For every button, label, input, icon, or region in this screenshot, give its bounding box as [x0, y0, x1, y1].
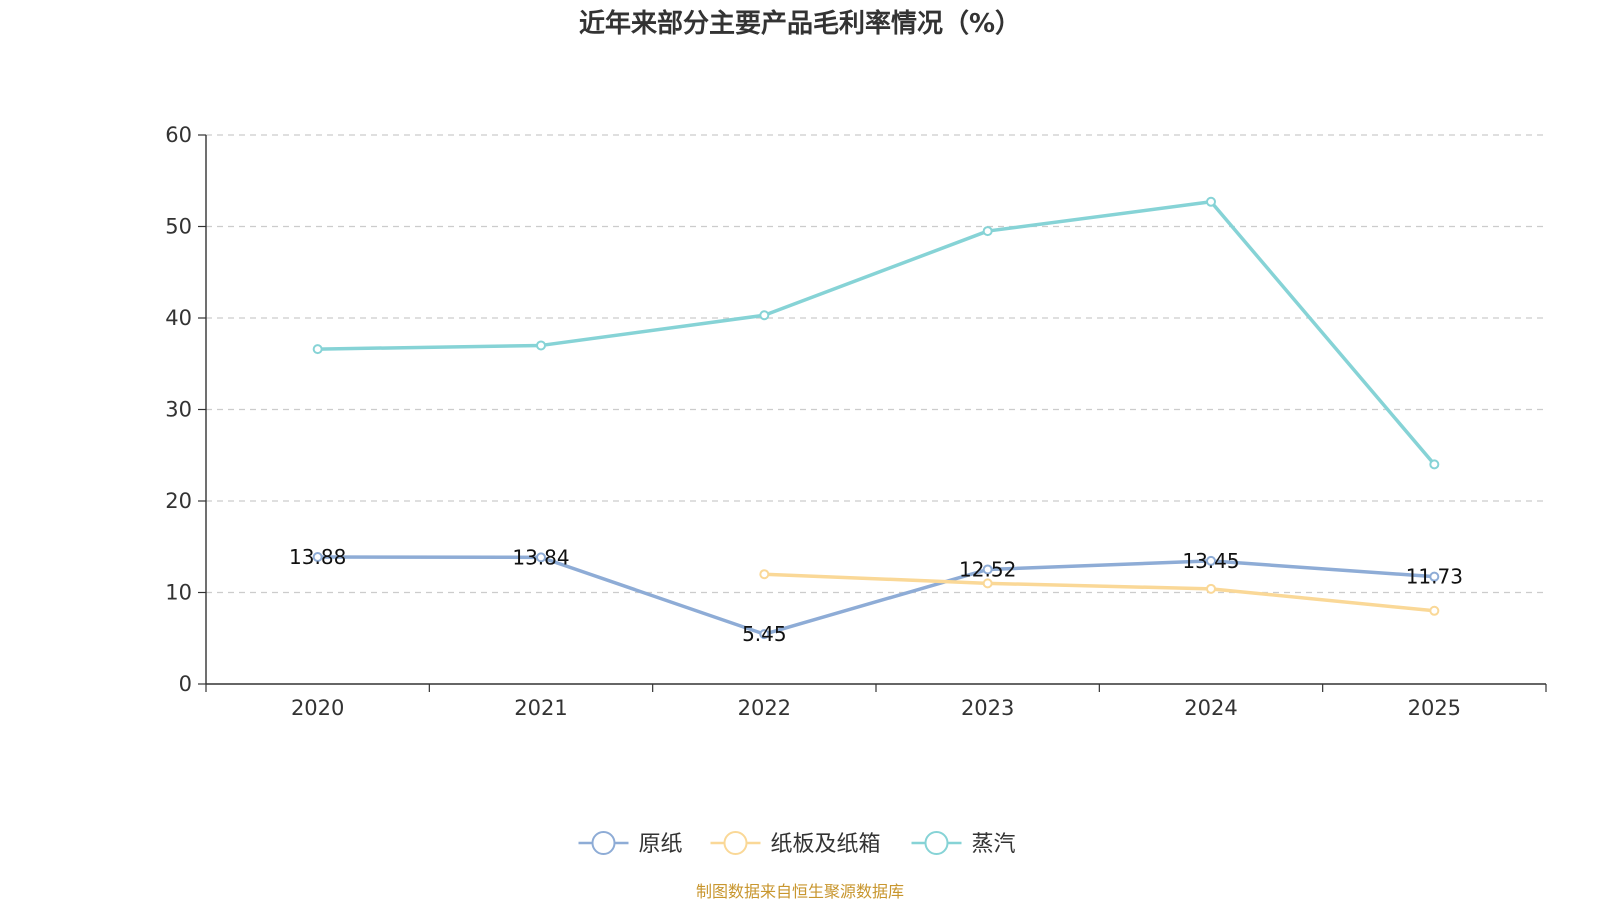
data-label: 12.52: [959, 557, 1016, 581]
x-tick-label: 2025: [1408, 696, 1461, 720]
data-point[interactable]: [982, 564, 993, 575]
data-label: 13.84: [512, 545, 569, 569]
data-point[interactable]: [982, 578, 993, 589]
x-tick-label: 2023: [961, 696, 1014, 720]
data-label: 5.45: [742, 622, 787, 646]
data-point[interactable]: [1429, 605, 1440, 616]
data-labels: 13.88 13.84 5.45 12.52 13.45 11.73: [289, 545, 1463, 646]
series-group: [312, 196, 1440, 640]
legend-label: 纸板及纸箱: [771, 832, 881, 857]
legend-item[interactable]: 蒸汽: [911, 831, 1016, 857]
legend-marker: [924, 831, 949, 855]
series-line: [764, 572, 1435, 613]
data-point[interactable]: [1206, 555, 1216, 566]
data-point[interactable]: [536, 340, 546, 351]
chart-title: 近年来部分主要产品毛利率情况（%）: [579, 8, 1021, 39]
y-tick-label: 0: [179, 672, 192, 696]
data-point[interactable]: [312, 551, 323, 562]
data-label: 11.73: [1406, 565, 1463, 589]
axes: 0 10 20 30 40 50 60 2020 2021 2022 2023 2024 2025: [165, 123, 1547, 720]
legend-marker: [723, 831, 748, 855]
grid-lines: [206, 134, 1546, 594]
y-tick-label: 60: [165, 123, 192, 147]
series-2: [312, 196, 1440, 470]
data-point[interactable]: [759, 569, 770, 580]
y-tick-label: 40: [165, 306, 192, 330]
y-tick-label: 50: [165, 215, 192, 239]
x-tick-label: 2021: [514, 696, 567, 720]
legend-item[interactable]: 原纸: [578, 831, 683, 857]
data-point[interactable]: [312, 344, 323, 355]
x-tick-label: 2024: [1184, 696, 1237, 720]
data-label: 13.88: [289, 545, 346, 569]
data-point[interactable]: [982, 226, 993, 237]
data-point[interactable]: [1206, 196, 1216, 207]
data-point[interactable]: [536, 552, 546, 563]
data-point[interactable]: [1206, 583, 1216, 594]
data-point[interactable]: [759, 629, 770, 640]
x-tick-label: 2020: [291, 696, 344, 720]
y-tick-label: 30: [165, 398, 192, 422]
series-line: [317, 555, 1435, 636]
series-1: [759, 569, 1440, 616]
legend-label: 原纸: [639, 832, 683, 857]
data-label: 13.45: [1182, 549, 1239, 573]
y-tick-label: 20: [165, 489, 192, 513]
legend-label: 蒸汽: [972, 832, 1016, 857]
data-point[interactable]: [759, 310, 770, 321]
legend-item[interactable]: 纸板及纸箱: [710, 831, 881, 857]
x-tick-label: 2022: [738, 696, 791, 720]
series-line: [317, 200, 1436, 466]
series-0: [312, 551, 1440, 640]
legend-marker: [591, 831, 616, 855]
legend[interactable]: 原纸 纸板及纸箱 蒸汽: [578, 831, 1016, 857]
y-tick-label: 10: [165, 581, 192, 605]
data-point[interactable]: [1429, 571, 1440, 582]
data-point[interactable]: [1429, 459, 1440, 470]
source-note: 制图数据来自恒生聚源数据库: [696, 882, 904, 900]
